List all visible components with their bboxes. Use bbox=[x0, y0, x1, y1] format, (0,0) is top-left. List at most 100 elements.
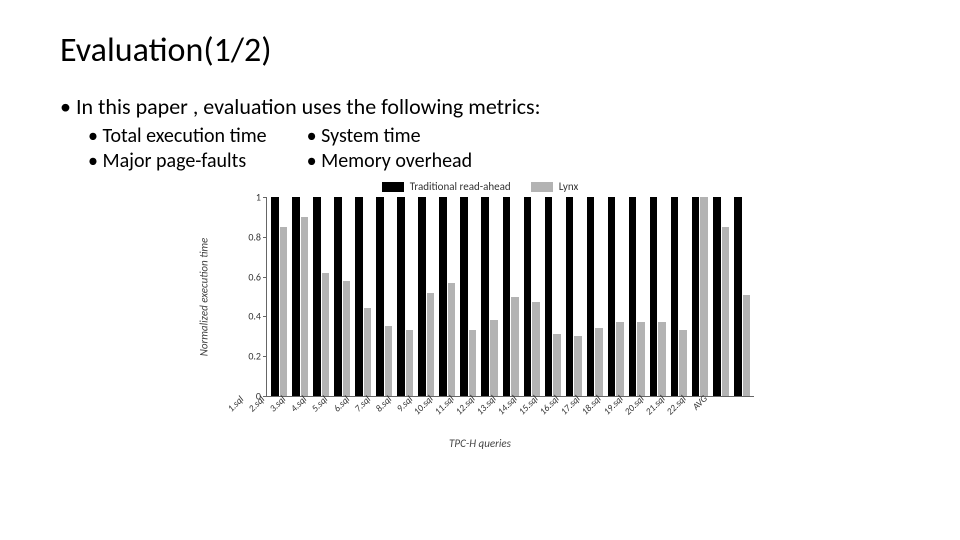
bar-group bbox=[734, 197, 750, 396]
x-tick-label: 12.sql bbox=[453, 393, 478, 418]
legend-label: Traditional read-ahead bbox=[410, 180, 511, 193]
bar-traditional bbox=[713, 197, 721, 396]
x-labels: 1.sql2.sql3.sql4.sql5.sql6.sql7.sql8.sql… bbox=[222, 397, 760, 439]
bar-lynx bbox=[469, 330, 477, 396]
bar-lynx bbox=[511, 297, 519, 397]
bar-traditional bbox=[397, 197, 405, 396]
x-tick-label: 17.sql bbox=[558, 393, 583, 418]
bar-group bbox=[460, 197, 476, 396]
chart: Traditional read-ahead Lynx Normalized e… bbox=[200, 180, 760, 450]
x-tick-label: 8.sql bbox=[373, 393, 394, 414]
bar-lynx bbox=[406, 330, 414, 396]
bar-traditional bbox=[566, 197, 574, 396]
bar-lynx bbox=[427, 293, 435, 396]
bar-group bbox=[418, 197, 434, 396]
bar-group bbox=[692, 197, 708, 396]
metric-item: System time bbox=[307, 124, 472, 149]
bar-traditional bbox=[524, 197, 532, 396]
x-tick-label: 9.sql bbox=[394, 393, 415, 414]
bars-container bbox=[267, 197, 754, 396]
x-tick-label: 22.sql bbox=[664, 393, 689, 418]
metrics-right-col: System time Memory overhead bbox=[307, 124, 472, 174]
bar-traditional bbox=[503, 197, 511, 396]
x-tick-label: 4.sql bbox=[288, 393, 309, 414]
bar-lynx bbox=[595, 328, 603, 396]
chart-area: Normalized execution time 00.20.40.60.81 bbox=[244, 197, 754, 397]
legend-label: Lynx bbox=[559, 180, 579, 193]
bar-group bbox=[608, 197, 624, 396]
x-tick-label: 19.sql bbox=[601, 393, 626, 418]
bar-traditional bbox=[481, 197, 489, 396]
bar-group bbox=[292, 197, 308, 396]
bar-group bbox=[587, 197, 603, 396]
bar-group bbox=[650, 197, 666, 396]
x-tick-label: 5.sql bbox=[309, 393, 330, 414]
bar-lynx bbox=[722, 227, 730, 396]
metric-item: Memory overhead bbox=[307, 149, 472, 174]
bar-lynx bbox=[616, 322, 624, 396]
x-tick-label: 20.sql bbox=[622, 393, 647, 418]
bar-lynx bbox=[553, 334, 561, 396]
x-tick-label: 6.sql bbox=[331, 393, 352, 414]
bar-lynx bbox=[743, 295, 751, 396]
bar-traditional bbox=[692, 197, 700, 396]
bar-traditional bbox=[587, 197, 595, 396]
bar-group bbox=[503, 197, 519, 396]
bar-traditional bbox=[671, 197, 679, 396]
x-tick-label: 3.sql bbox=[267, 393, 288, 414]
bar-traditional bbox=[608, 197, 616, 396]
bar-lynx bbox=[322, 273, 330, 396]
bar-lynx bbox=[490, 320, 498, 396]
bar-lynx bbox=[700, 197, 708, 396]
y-tick-label: 0.8 bbox=[248, 230, 267, 243]
intro-line: In this paper , evaluation uses the foll… bbox=[60, 93, 900, 120]
bar-traditional bbox=[334, 197, 342, 396]
bar-traditional bbox=[734, 197, 742, 396]
bar-group bbox=[355, 197, 371, 396]
metric-item: Major page-faults bbox=[88, 149, 267, 174]
bar-lynx bbox=[637, 322, 645, 396]
metrics-left-col: Total execution time Major page-faults bbox=[88, 124, 267, 174]
bar-group bbox=[334, 197, 350, 396]
bar-lynx bbox=[280, 227, 288, 396]
bar-traditional bbox=[650, 197, 658, 396]
bar-group bbox=[629, 197, 645, 396]
bar-group bbox=[439, 197, 455, 396]
x-tick-label: 13.sql bbox=[474, 393, 499, 418]
y-tick-label: 0.6 bbox=[248, 270, 267, 283]
x-tick-label: 16.sql bbox=[537, 393, 562, 418]
x-tick-label: 10.sql bbox=[411, 393, 436, 418]
x-tick-label: 18.sql bbox=[579, 393, 604, 418]
y-tick-label: 1 bbox=[256, 191, 267, 204]
y-tick-label: 0.2 bbox=[248, 350, 267, 363]
bar-traditional bbox=[271, 197, 279, 396]
y-tick-label: 0.4 bbox=[248, 310, 267, 323]
bar-lynx bbox=[574, 336, 582, 396]
bar-group bbox=[397, 197, 413, 396]
bar-lynx bbox=[385, 326, 393, 396]
bar-traditional bbox=[313, 197, 321, 396]
bar-group bbox=[376, 197, 392, 396]
bar-lynx bbox=[364, 308, 372, 396]
legend-swatch bbox=[382, 182, 404, 192]
bar-group bbox=[671, 197, 687, 396]
legend-swatch bbox=[531, 182, 553, 192]
bar-traditional bbox=[292, 197, 300, 396]
x-tick-label: 14.sql bbox=[495, 393, 520, 418]
bar-lynx bbox=[679, 330, 687, 396]
bar-group bbox=[481, 197, 497, 396]
legend-item: Traditional read-ahead bbox=[382, 180, 511, 193]
x-tick-label: 1.sql bbox=[225, 393, 246, 414]
slide-title: Evaluation(1/2) bbox=[60, 30, 900, 71]
x-tick-label: 15.sql bbox=[516, 393, 541, 418]
y-axis-label: Normalized execution time bbox=[198, 238, 211, 357]
bar-traditional bbox=[545, 197, 553, 396]
metric-item: Total execution time bbox=[88, 124, 267, 149]
bar-group bbox=[566, 197, 582, 396]
bar-lynx bbox=[301, 217, 309, 396]
bar-traditional bbox=[355, 197, 363, 396]
chart-legend: Traditional read-ahead Lynx bbox=[200, 180, 760, 193]
plot-area: 00.20.40.60.81 bbox=[266, 197, 754, 397]
bar-traditional bbox=[629, 197, 637, 396]
x-tick-label: 11.sql bbox=[432, 393, 457, 418]
